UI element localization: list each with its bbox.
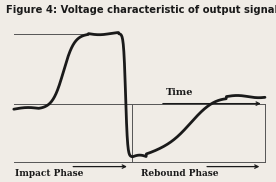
Text: Time: Time xyxy=(166,88,193,97)
Text: Rebound Phase: Rebound Phase xyxy=(141,169,218,178)
Text: Figure 4: Voltage characteristic of output signal: Figure 4: Voltage characteristic of outp… xyxy=(6,5,276,15)
Text: Impact Phase: Impact Phase xyxy=(15,169,84,178)
